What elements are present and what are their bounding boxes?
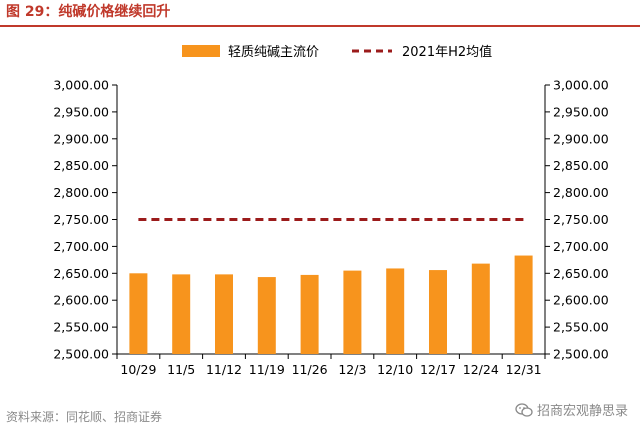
- x-tick-label: 11/19: [249, 362, 285, 377]
- y-tick-label-right: 2,800.00: [553, 185, 609, 200]
- y-tick-label-left: 2,600.00: [53, 293, 109, 308]
- bar: [300, 274, 319, 354]
- y-tick-label-right: 3,000.00: [553, 78, 609, 93]
- y-tick-label-right: 2,600.00: [553, 293, 609, 308]
- y-tick-label-right: 2,750.00: [553, 212, 609, 227]
- bar: [172, 274, 191, 354]
- y-tick-label-right: 2,650.00: [553, 266, 609, 281]
- y-tick-label-right: 2,950.00: [553, 104, 609, 119]
- legend: 轻质纯碱主流价 2021年H2均值: [182, 44, 492, 60]
- bar: [129, 273, 148, 354]
- y-tick-label-right: 2,550.00: [553, 320, 609, 335]
- y-tick-label-left: 2,850.00: [53, 158, 109, 173]
- x-tick-label: 10/29: [120, 362, 156, 377]
- y-tick-label-left: 2,500.00: [53, 347, 109, 362]
- watermark: 招商宏观静思录: [515, 400, 628, 419]
- bars: [129, 255, 533, 354]
- x-tick-label: 11/5: [167, 362, 195, 377]
- x-tick-labels: 10/29 11/5 11/12 11/19 11/26 12/3 12/10 12/17 12…: [120, 362, 541, 377]
- axes: 2,500.00 2,500.00 2,550.00 2,550.00 2,600.00…: [53, 78, 608, 362]
- y-tick-label-left: 2,550.00: [53, 320, 109, 335]
- bar: [429, 270, 447, 354]
- legend-swatch-bar: [182, 45, 220, 57]
- y-tick-label-left: 2,900.00: [53, 131, 109, 146]
- y-tick-label-right: 2,500.00: [553, 347, 609, 362]
- y-tick-label-left: 3,000.00: [53, 78, 109, 93]
- bar: [215, 274, 233, 354]
- x-tick-label: 12/3: [338, 362, 366, 377]
- y-tick-label-left: 2,800.00: [53, 185, 109, 200]
- y-tick-label-right: 2,900.00: [553, 131, 609, 146]
- bar-chart: 轻质纯碱主流价 2021年H2均值 2,500.00 2,500.00 2,550.0…: [53, 44, 608, 377]
- bar: [257, 277, 276, 354]
- x-tick-label: 12/17: [420, 362, 456, 377]
- y-tick-label-left: 2,650.00: [53, 266, 109, 281]
- x-tick-label: 12/10: [377, 362, 413, 377]
- y-tick-label-left: 2,750.00: [53, 212, 109, 227]
- x-tick-label: 11/12: [206, 362, 242, 377]
- x-tick-label: 12/24: [463, 362, 499, 377]
- x-tick-label: 12/31: [506, 362, 542, 377]
- y-tick-label-right: 2,700.00: [553, 239, 609, 254]
- bar: [386, 268, 405, 354]
- y-tick-label-left: 2,700.00: [53, 239, 109, 254]
- bar: [343, 270, 362, 354]
- wechat-icon: [515, 402, 533, 417]
- watermark-text: 招商宏观静思录: [536, 404, 628, 419]
- y-tick-label-right: 2,850.00: [553, 158, 609, 173]
- figure-title: 图 29：纯碱价格继续回升: [6, 4, 171, 20]
- bar: [471, 263, 490, 354]
- y-tick-label-left: 2,950.00: [53, 104, 109, 119]
- bar: [514, 255, 533, 354]
- legend-label-bar: 轻质纯碱主流价: [228, 45, 319, 60]
- legend-label-line: 2021年H2均值: [402, 44, 492, 60]
- title-divider: [0, 25, 640, 27]
- x-tick-label: 11/26: [292, 362, 328, 377]
- source-note: 资料来源：同花顺、招商证券: [6, 410, 163, 424]
